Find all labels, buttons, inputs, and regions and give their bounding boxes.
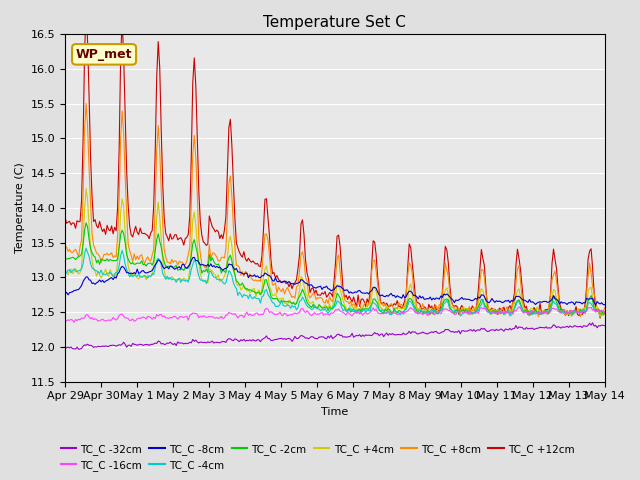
Line: TC_C +4cm: TC_C +4cm <box>65 189 605 317</box>
TC_C +8cm <box>601 305 609 311</box>
TC_C -8cm <box>592 302 600 308</box>
TC_C +12cm <box>572 304 580 310</box>
TC_C -16cm <box>223 312 231 318</box>
TC_C -2cm <box>241 286 249 292</box>
TC_C +12cm <box>82 7 90 12</box>
TC_C +4cm <box>299 275 307 281</box>
TC_C -8cm <box>572 299 580 305</box>
TC_C -4cm <box>601 309 609 314</box>
Line: TC_C +12cm: TC_C +12cm <box>65 10 605 318</box>
TC_C +8cm <box>223 215 231 220</box>
TC_C +8cm <box>299 249 307 255</box>
TC_C -32cm <box>223 337 231 343</box>
TC_C +12cm <box>223 168 231 174</box>
X-axis label: Time: Time <box>321 407 348 417</box>
TC_C -2cm <box>601 311 609 316</box>
TC_C -16cm <box>299 306 307 312</box>
TC_C -4cm <box>299 294 307 300</box>
TC_C -4cm <box>129 274 136 279</box>
TC_C +12cm <box>299 217 307 223</box>
TC_C +8cm <box>61 245 69 251</box>
TC_C +12cm <box>596 315 604 321</box>
TC_C -16cm <box>241 312 249 317</box>
TC_C -8cm <box>251 272 259 277</box>
Line: TC_C -4cm: TC_C -4cm <box>65 248 605 316</box>
TC_C -32cm <box>75 347 83 352</box>
TC_C -8cm <box>61 291 69 297</box>
TC_C -32cm <box>129 340 136 346</box>
Line: TC_C -8cm: TC_C -8cm <box>65 257 605 305</box>
TC_C +12cm <box>251 260 259 265</box>
TC_C -8cm <box>127 270 135 276</box>
TC_C -16cm <box>573 310 581 316</box>
TC_C -2cm <box>61 255 69 261</box>
TC_C -16cm <box>129 316 136 322</box>
TC_C -16cm <box>70 320 78 325</box>
TC_C +4cm <box>251 286 259 291</box>
Line: TC_C -2cm: TC_C -2cm <box>65 223 605 314</box>
TC_C -32cm <box>299 333 307 339</box>
TC_C -4cm <box>251 294 259 300</box>
TC_C -2cm <box>223 260 231 265</box>
TC_C -8cm <box>299 277 307 283</box>
TC_C -2cm <box>129 260 136 265</box>
TC_C -8cm <box>601 302 609 308</box>
TC_C +12cm <box>241 256 249 262</box>
Line: TC_C +8cm: TC_C +8cm <box>65 104 605 316</box>
TC_C -4cm <box>82 245 90 251</box>
TC_C +4cm <box>241 286 249 291</box>
Text: WP_met: WP_met <box>76 48 132 61</box>
TC_C +8cm <box>129 259 136 264</box>
TC_C -32cm <box>251 338 259 344</box>
TC_C -8cm <box>223 264 231 270</box>
TC_C -4cm <box>506 313 514 319</box>
TC_C -16cm <box>515 304 523 310</box>
TC_C +4cm <box>596 314 604 320</box>
TC_C -8cm <box>191 254 198 260</box>
Line: TC_C -16cm: TC_C -16cm <box>65 307 605 323</box>
TC_C -4cm <box>573 309 581 315</box>
TC_C +8cm <box>577 313 584 319</box>
TC_C -32cm <box>241 338 249 344</box>
TC_C -32cm <box>589 320 596 326</box>
TC_C -4cm <box>241 293 249 299</box>
TC_C -2cm <box>536 312 544 317</box>
Line: TC_C -32cm: TC_C -32cm <box>65 323 605 349</box>
TC_C -2cm <box>82 220 90 226</box>
TC_C +4cm <box>82 186 90 192</box>
TC_C +4cm <box>601 311 609 317</box>
TC_C -4cm <box>223 274 231 280</box>
TC_C +8cm <box>572 310 580 315</box>
TC_C +4cm <box>129 271 136 277</box>
TC_C +4cm <box>572 310 580 315</box>
TC_C -32cm <box>61 344 69 350</box>
TC_C -8cm <box>241 270 249 276</box>
Title: Temperature Set C: Temperature Set C <box>264 15 406 30</box>
TC_C -32cm <box>572 324 580 329</box>
TC_C -2cm <box>251 289 259 295</box>
TC_C -2cm <box>573 309 581 315</box>
TC_C +4cm <box>61 271 69 277</box>
TC_C -32cm <box>601 323 609 328</box>
TC_C +12cm <box>601 311 609 317</box>
TC_C -16cm <box>601 310 609 315</box>
TC_C +8cm <box>251 277 259 283</box>
TC_C +8cm <box>241 269 249 275</box>
TC_C -4cm <box>61 271 69 277</box>
TC_C +12cm <box>61 214 69 220</box>
TC_C +12cm <box>129 234 136 240</box>
TC_C -2cm <box>299 286 307 292</box>
Legend: TC_C -32cm, TC_C -16cm, TC_C -8cm, TC_C -4cm, TC_C -2cm, TC_C +4cm, TC_C +8cm, T: TC_C -32cm, TC_C -16cm, TC_C -8cm, TC_C … <box>56 439 579 475</box>
TC_C -16cm <box>61 317 69 323</box>
TC_C -16cm <box>251 312 259 318</box>
TC_C +4cm <box>223 255 231 261</box>
Y-axis label: Temperature (C): Temperature (C) <box>15 162 25 253</box>
TC_C +8cm <box>82 101 90 107</box>
